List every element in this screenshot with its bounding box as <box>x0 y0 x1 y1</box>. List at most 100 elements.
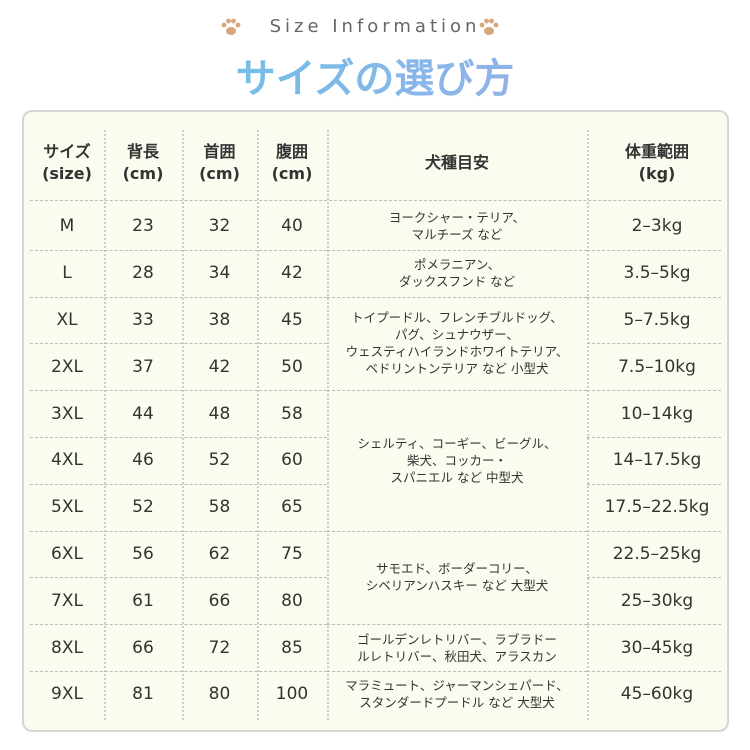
header-line: 背長 <box>126 142 159 161</box>
subtitle: Size Information <box>269 16 481 37</box>
value-cell: 38 <box>208 309 231 330</box>
row-divider <box>587 483 721 485</box>
row-divider <box>587 671 721 672</box>
header-line: (cm) <box>122 164 164 183</box>
size-cell: 8XL <box>51 637 83 658</box>
header-line: 犬種目安 <box>424 153 489 172</box>
value-cell: 42 <box>281 263 303 284</box>
value-cell: 30–45kg <box>620 637 694 658</box>
value-cell: 61 <box>132 590 154 611</box>
header-line: サイズ <box>43 142 91 161</box>
value-cell: 34 <box>208 263 231 284</box>
value-cell: 58 <box>208 497 231 518</box>
size-cell: 5XL <box>51 497 83 518</box>
value-cell: 7.5–10kg <box>618 356 696 377</box>
breed-line: シェルティ、コーギー、ビーグル、 <box>357 435 557 451</box>
value-cell: 66 <box>208 590 231 611</box>
value-cell: 10–14kg <box>620 403 694 424</box>
value-cell: 45 <box>281 309 303 330</box>
header-line: (cm) <box>271 164 313 183</box>
breed-line: マルチーズ など <box>411 227 503 243</box>
breed-cell: ポメラニアン、 ダックスフンド など <box>327 250 587 297</box>
value-cell: 72 <box>208 637 231 658</box>
row-divider <box>327 530 587 532</box>
value-cell: 14–17.5kg <box>612 450 702 471</box>
breed-cell: ゴールデンレトリバー、ラブラドー ルレトリバー、秋田犬、アラスカン <box>327 624 587 671</box>
row-divider <box>327 296 587 298</box>
row-divider <box>327 390 587 392</box>
column-header: 犬種目安 <box>327 130 587 196</box>
breed-line: ゴールデンレトリバー、ラブラドー <box>357 631 557 647</box>
breed-line: ダックスフンド など <box>398 274 516 290</box>
value-cell: 100 <box>275 684 309 705</box>
size-cell: 9XL <box>51 684 83 705</box>
header-line: 体重範囲 <box>624 142 689 161</box>
breed-cell: トイプードル、フレンチブルドッグ、 パグ、シュナウザー、 ウェスティハイランドホワイ… <box>327 297 587 391</box>
row-divider <box>327 624 587 626</box>
row-divider <box>587 577 721 579</box>
row-divider <box>30 577 327 579</box>
size-cell: 4XL <box>51 450 83 471</box>
value-cell: 33 <box>132 309 154 330</box>
breed-line: サモエド、ボーダーコリー、 <box>376 561 538 577</box>
value-cell: 32 <box>208 216 231 237</box>
size-cell: 3XL <box>51 403 83 424</box>
value-cell: 17.5–22.5kg <box>604 497 710 518</box>
row-divider <box>30 671 327 672</box>
title: サイズの選び方 <box>0 46 750 104</box>
column-header: 腹囲 (cm) <box>257 130 327 196</box>
row-divider <box>327 671 587 672</box>
row-divider <box>587 437 721 438</box>
row-divider <box>327 249 587 251</box>
header-line: (kg) <box>638 164 676 183</box>
value-cell: 5–7.5kg <box>623 309 691 330</box>
breed-line: ルレトリバー、秋田犬、アラスカン <box>357 648 557 664</box>
header-line: 腹囲 <box>275 142 308 161</box>
row-divider <box>30 249 327 251</box>
row-divider <box>30 624 327 626</box>
value-cell: 56 <box>132 543 154 564</box>
size-cell: XL <box>56 309 78 330</box>
paw-icon <box>221 18 241 35</box>
row-divider <box>30 343 327 345</box>
row-divider <box>30 296 327 298</box>
header-line: (size) <box>42 164 92 183</box>
value-cell: 52 <box>208 450 231 471</box>
breed-line: マラミュート、ジャーマンシェパード、 <box>345 678 569 694</box>
value-cell: 44 <box>132 403 154 424</box>
breed-line: スタンダードプードル など 大型犬 <box>359 695 555 711</box>
header-line: 首囲 <box>203 142 236 161</box>
column-header: 背長 (cm) <box>104 130 182 196</box>
row-divider <box>587 296 721 298</box>
value-cell: 66 <box>132 637 154 658</box>
row-divider <box>30 200 721 201</box>
column-header: サイズ (size) <box>30 130 104 196</box>
breed-line: ヨークシャー・テリア、 <box>388 210 526 226</box>
column-divider <box>257 130 259 720</box>
row-divider <box>587 343 721 345</box>
header-line: (cm) <box>199 164 240 183</box>
value-cell: 75 <box>281 543 303 564</box>
column-divider <box>587 130 589 720</box>
breed-line: スパニエル など 中型犬 <box>390 469 524 485</box>
breed-line: パグ、シュナウザー、 <box>394 327 519 343</box>
paw-icon <box>479 18 499 35</box>
column-header: 首囲 (cm) <box>182 130 257 196</box>
row-divider <box>587 390 721 392</box>
breed-line: 柴犬、コッカー・ <box>406 452 507 468</box>
value-cell: 45–60kg <box>620 684 694 705</box>
breed-cell: ヨークシャー・テリア、 マルチーズ など <box>327 203 587 250</box>
size-cell: M <box>59 216 75 237</box>
breed-cell: シェルティ、コーギー、ビーグル、 柴犬、コッカー・ スパニエル など 中型犬 <box>327 390 587 530</box>
value-cell: 28 <box>132 263 154 284</box>
row-divider <box>30 530 327 532</box>
row-divider <box>587 530 721 532</box>
breed-cell: マラミュート、ジャーマンシェパード、 スタンダードプードル など 大型犬 <box>327 671 587 718</box>
value-cell: 65 <box>281 497 303 518</box>
size-cell: L <box>62 263 72 284</box>
value-cell: 2–3kg <box>631 216 683 237</box>
row-divider <box>587 249 721 251</box>
breed-line: シベリアンハスキー など 大型犬 <box>365 578 549 594</box>
breed-line: トイプードル、フレンチブルドッグ、 <box>351 310 563 326</box>
